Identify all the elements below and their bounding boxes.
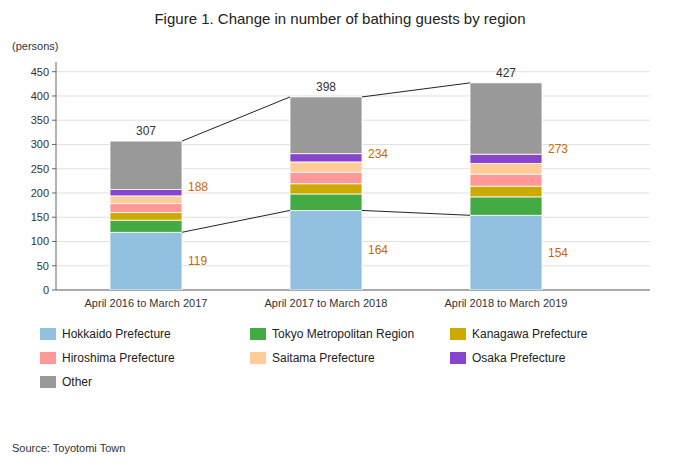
- subtotal-label: 188: [188, 180, 208, 194]
- legend-swatch: [250, 328, 266, 340]
- total-label: 427: [496, 66, 516, 80]
- y-tick-label: 400: [31, 90, 49, 102]
- legend-entry: Hokkaido Prefecture: [62, 327, 171, 341]
- data-label: 154: [548, 246, 568, 260]
- subtotal-label: 234: [368, 147, 388, 161]
- bar-segment: [470, 83, 542, 154]
- legend-entry: Osaka Prefecture: [472, 351, 566, 365]
- legend-entry: Saitama Prefecture: [272, 351, 375, 365]
- bar-segment: [110, 212, 182, 220]
- y-tick: [52, 290, 56, 291]
- y-tick-label: 350: [31, 114, 49, 126]
- y-axis: 0 50 100 150 200 250 300 350 400 450: [31, 62, 650, 296]
- y-tick: [52, 144, 56, 145]
- legend-swatch: [40, 352, 56, 364]
- y-tick: [52, 168, 56, 169]
- x-tick-label: April 2017 to March 2018: [265, 297, 388, 309]
- title: Figure 1. Change in number of bathing gu…: [154, 10, 525, 27]
- y-tick-label: 300: [31, 138, 49, 150]
- bar-segment: [470, 215, 542, 290]
- legend-swatch: [40, 328, 56, 340]
- y-tick: [52, 120, 56, 121]
- total-connector: [362, 83, 470, 97]
- grid: [56, 72, 650, 290]
- y-axis-label: (persons): [12, 40, 58, 52]
- bar-segment: [290, 172, 362, 184]
- bar-segment: [290, 210, 362, 290]
- total-label: 398: [316, 80, 336, 94]
- data-label: 119: [188, 254, 207, 268]
- source: Source: Toyotomi Town: [12, 442, 125, 454]
- grid-line: [56, 95, 650, 96]
- y-tick: [52, 71, 56, 72]
- y-tick-label: 100: [31, 235, 49, 247]
- total-label: 307: [136, 124, 156, 138]
- labels: 307 398 427 119 164 154 188 234 273: [136, 66, 568, 268]
- bar-segment: [110, 196, 182, 204]
- subtotal-label: 273: [548, 142, 568, 156]
- legend-swatch: [450, 352, 466, 364]
- bar-segment: [110, 141, 182, 190]
- bar-segment: [290, 184, 362, 194]
- y-tick-label: 150: [31, 211, 49, 223]
- legend-entry: Hiroshima Prefecture: [62, 351, 175, 365]
- bar-segment: [290, 162, 362, 172]
- bar-segment: [470, 174, 542, 186]
- legend-entry: Kanagawa Prefecture: [472, 327, 588, 341]
- bar-segment: [470, 197, 542, 215]
- bar-segment: [470, 154, 542, 163]
- data-label: 164: [368, 243, 388, 257]
- bars: [110, 83, 542, 290]
- y-axis-line: [56, 62, 57, 290]
- grid-line: [56, 71, 650, 72]
- y-tick: [52, 95, 56, 96]
- bar-segment: [290, 97, 362, 154]
- bar-segment: [110, 204, 182, 213]
- x-tick-label: April 2016 to March 2017: [85, 297, 208, 309]
- y-tick-label: 200: [31, 187, 49, 199]
- legend-swatch: [250, 352, 266, 364]
- bar-segment: [290, 154, 362, 162]
- bar-segment: [110, 232, 182, 290]
- y-tick-label: 0: [43, 284, 49, 296]
- legend: Hokkaido Prefecture Tokyo Metropolitan Re…: [40, 327, 588, 389]
- y-tick-label: 50: [37, 260, 49, 272]
- connector-lines: [182, 83, 470, 232]
- y-tick: [52, 192, 56, 193]
- legend-entry: Tokyo Metropolitan Region: [272, 327, 414, 341]
- y-tick: [52, 241, 56, 242]
- legend-swatch: [450, 328, 466, 340]
- y-tick: [52, 217, 56, 218]
- bar-segment: [110, 190, 182, 196]
- y-tick-label: 250: [31, 163, 49, 175]
- legend-entry: Other: [62, 375, 92, 389]
- x-tick-label: April 2018 to March 2019: [445, 297, 568, 309]
- bar-segment: [470, 163, 542, 174]
- bar-segment: [110, 220, 182, 232]
- bar-segment: [290, 194, 362, 210]
- total-connector: [182, 97, 290, 141]
- y-tick-label: 450: [31, 66, 49, 78]
- first-series-connector: [362, 210, 470, 215]
- chart: Figure 1. Change in number of bathing gu…: [0, 0, 680, 470]
- y-tick: [52, 265, 56, 266]
- bar-segment: [470, 186, 542, 197]
- first-series-connector: [182, 210, 290, 232]
- legend-swatch: [40, 376, 56, 388]
